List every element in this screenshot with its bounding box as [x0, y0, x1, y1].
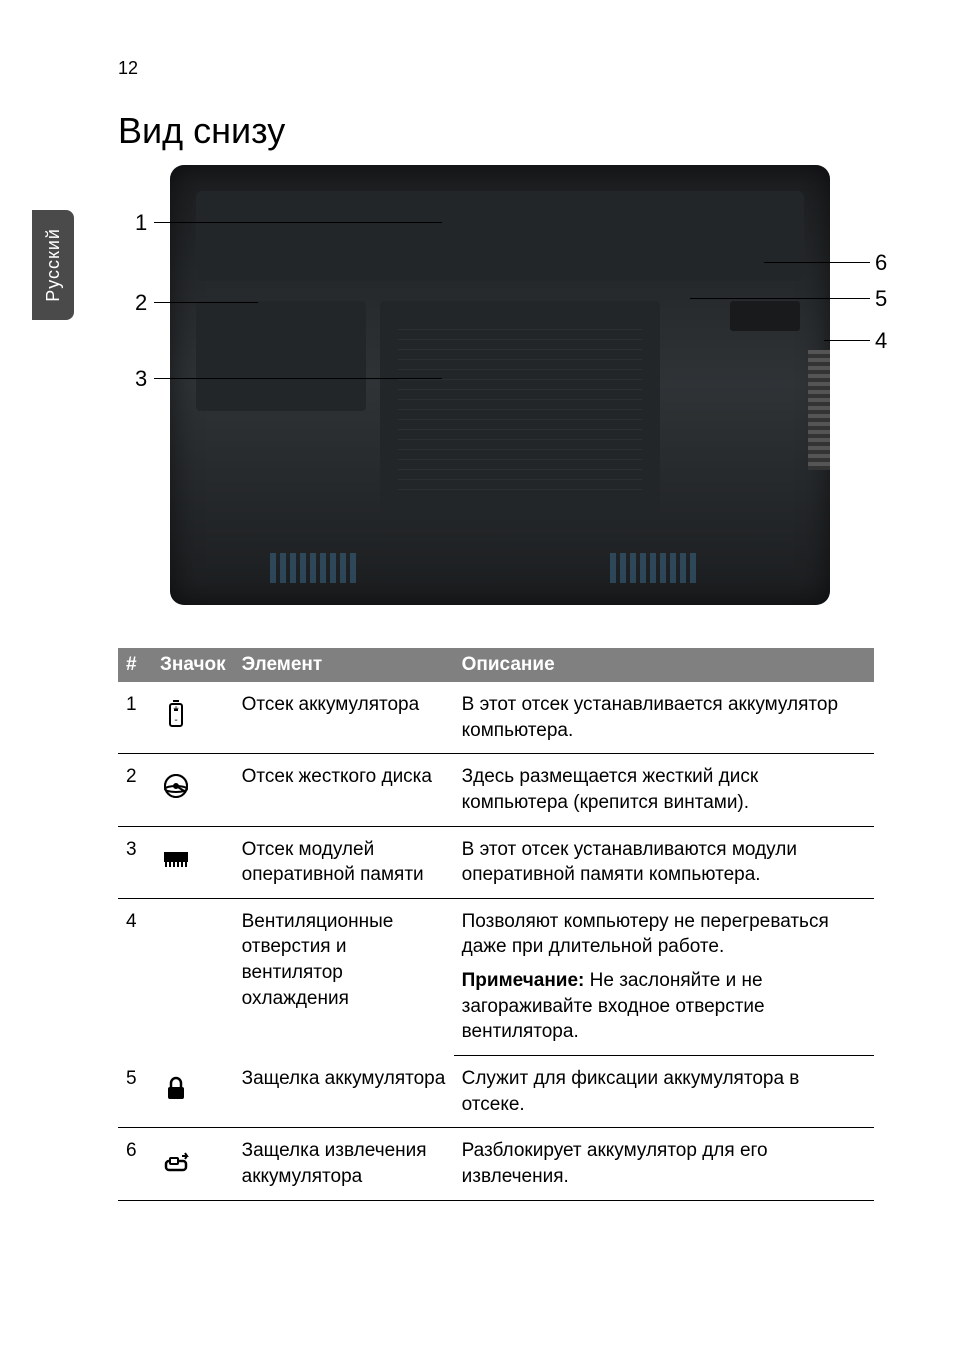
row-num: 3 — [118, 826, 152, 898]
diagram-vent-slots — [808, 350, 830, 470]
diagram-lock-slot — [730, 301, 800, 331]
row-item: Отсек жесткого диска — [234, 754, 454, 826]
row-item: Отсек аккумулятора — [234, 682, 454, 754]
row-num: 6 — [118, 1128, 152, 1200]
row-desc: В этот отсек устанавливаются модули опер… — [454, 826, 874, 898]
callout-line — [154, 222, 442, 223]
th-num: # — [118, 648, 152, 682]
lock-icon — [152, 1056, 234, 1128]
battery-icon: +- — [152, 682, 234, 754]
diagram-vent-grid-right — [610, 553, 700, 583]
release-icon — [152, 1128, 234, 1200]
row-item: Защелка извлечения аккумулятора — [234, 1128, 454, 1200]
callout-number: 5 — [875, 286, 887, 312]
hdd-icon — [152, 754, 234, 826]
diagram-hdd-bay — [196, 301, 366, 411]
callout-number: 2 — [135, 290, 147, 316]
callout-line — [824, 340, 870, 341]
row-desc: Здесь размещается жесткий диск компьютер… — [454, 754, 874, 826]
page-number: 12 — [118, 58, 138, 79]
diagram-memory-lines — [398, 320, 642, 490]
row-desc: В этот отсек устанавливается аккумулятор… — [454, 682, 874, 754]
diagram-vent-grid-left — [270, 553, 360, 583]
callout-line — [154, 378, 442, 379]
row-num: 2 — [118, 754, 152, 826]
callout-number: 3 — [135, 366, 147, 392]
svg-text:-: - — [174, 715, 177, 726]
row-item: Отсек модулей оперативной памяти — [234, 826, 454, 898]
callout-number: 6 — [875, 250, 887, 276]
row-desc: Позволяют компьютеру не перегреваться да… — [454, 898, 874, 964]
callout-number: 1 — [135, 210, 147, 236]
language-tab-label: Русский — [43, 228, 64, 302]
row-num: 1 — [118, 682, 152, 754]
row-num: 5 — [118, 1056, 152, 1128]
th-desc: Описание — [454, 648, 874, 682]
row-desc: Служит для фиксации аккумулятора в отсек… — [454, 1056, 874, 1128]
callout-line — [690, 298, 870, 299]
row-num: 4 — [118, 898, 152, 1055]
components-table: # Значок Элемент Описание 1+-Отсек аккум… — [118, 648, 874, 1201]
th-icon: Значок — [152, 648, 234, 682]
page-title: Вид снизу — [118, 110, 285, 152]
bottom-view-diagram — [170, 165, 890, 605]
callout-number: 4 — [875, 328, 887, 354]
language-tab: Русский — [32, 210, 74, 320]
row-item: Вентиляционные отверстия и вентилятор ох… — [234, 898, 454, 1055]
memory-icon — [152, 826, 234, 898]
svg-text:+: + — [173, 704, 179, 715]
row-item: Защелка аккумулятора — [234, 1056, 454, 1128]
row-desc-note: Примечание: Не заслоняйте и не загоражив… — [454, 964, 874, 1055]
th-item: Элемент — [234, 648, 454, 682]
row-desc: Разблокирует аккумулятор для его извлече… — [454, 1128, 874, 1200]
callout-line — [764, 262, 870, 263]
row-icon-empty — [152, 898, 234, 1055]
laptop-bottom-body — [170, 165, 830, 605]
callout-line — [154, 302, 258, 303]
diagram-battery-bay — [196, 191, 804, 281]
